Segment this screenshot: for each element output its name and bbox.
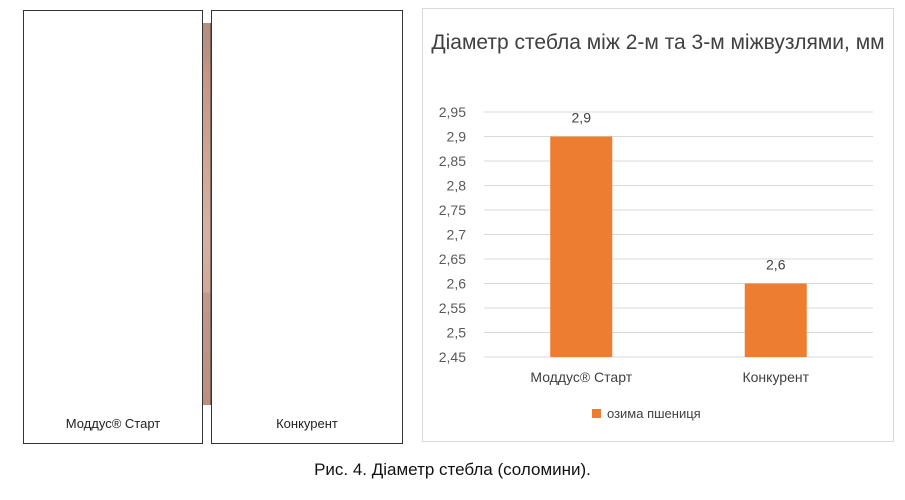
legend-swatch bbox=[592, 409, 601, 418]
legend-label: озима пшениця bbox=[607, 406, 701, 421]
y-tick-label: 2,5 bbox=[447, 325, 467, 341]
bar-moddus-start bbox=[550, 136, 613, 357]
photo-label-competitor: Конкурент bbox=[276, 416, 338, 431]
y-tick-label: 2,8 bbox=[447, 178, 467, 194]
photo-panel-left bbox=[23, 10, 203, 444]
y-tick-label: 2,75 bbox=[439, 202, 466, 218]
bar-competitor bbox=[744, 283, 807, 357]
y-tick-label: 2,45 bbox=[439, 349, 466, 365]
photo-label-moddus: Моддус® Старт bbox=[65, 416, 161, 431]
y-tick-label: 2,65 bbox=[439, 251, 466, 267]
y-tick-label: 2,6 bbox=[447, 276, 467, 292]
data-label: 2,6 bbox=[766, 257, 786, 273]
y-tick-label: 2,9 bbox=[447, 129, 467, 145]
chart-title: Діаметр стебла між 2-м та 3-м міжвузлями… bbox=[431, 31, 885, 54]
y-tick-label: 2,95 bbox=[439, 104, 466, 120]
data-label: 2,9 bbox=[572, 110, 592, 126]
y-tick-label: 2,7 bbox=[447, 227, 467, 243]
figure-caption: Рис. 4. Діаметр стебла (соломини). bbox=[314, 460, 591, 479]
y-tick-label: 2,55 bbox=[439, 300, 466, 316]
x-tick-label: Моддус® Старт bbox=[530, 369, 632, 385]
chart-legend: озима пшениця bbox=[592, 406, 701, 421]
y-tick-label: 2,85 bbox=[439, 153, 466, 169]
x-tick-label: Конкурент bbox=[742, 369, 809, 385]
chart-frame bbox=[422, 8, 894, 442]
photo-panel-right bbox=[211, 10, 403, 444]
